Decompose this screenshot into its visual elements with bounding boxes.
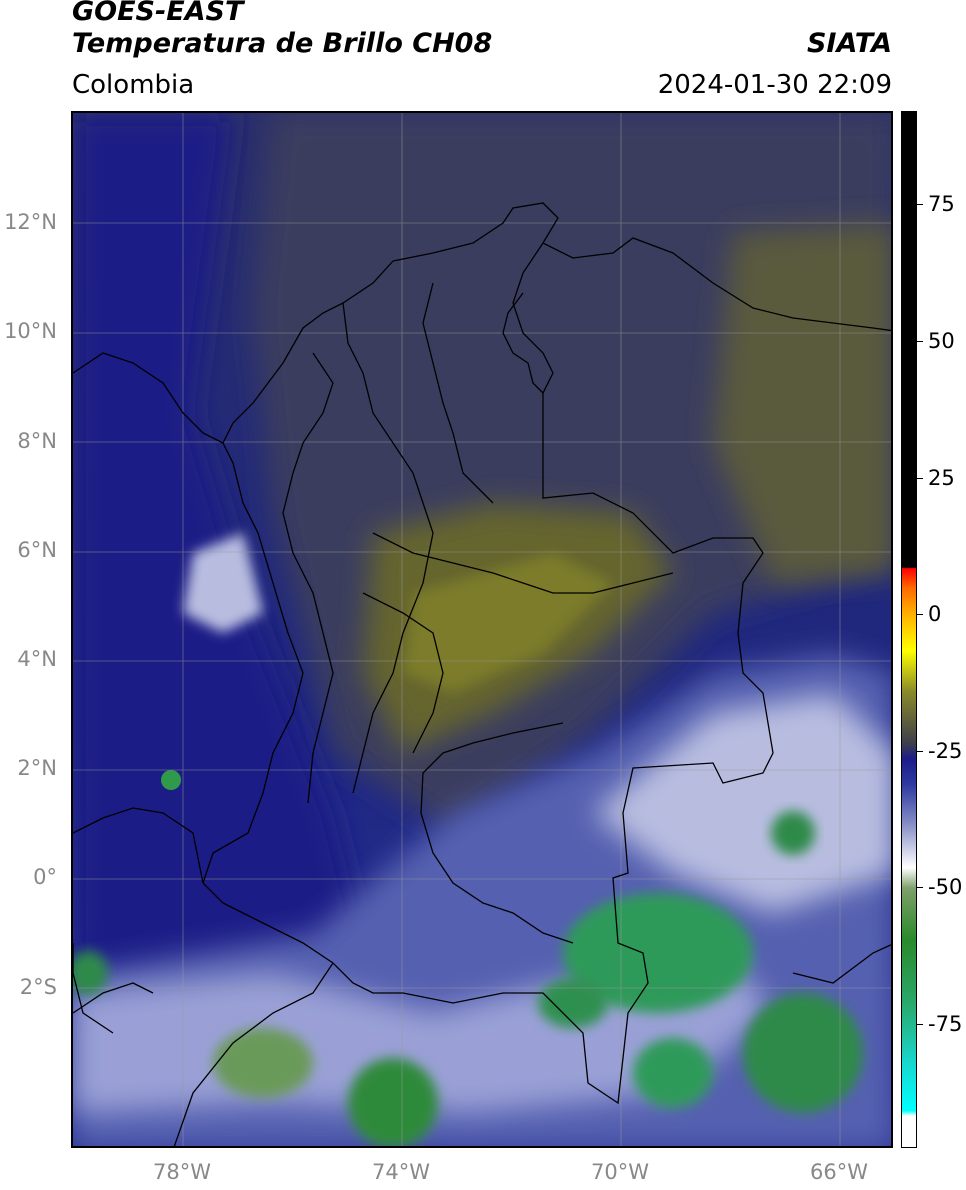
temperature-colorbar: [901, 111, 917, 1148]
colorbar-tick: [917, 887, 923, 888]
satellite-map[interactable]: [71, 111, 893, 1148]
lat-label-6n: 6°N: [17, 538, 57, 562]
colorbar-tick: [917, 478, 923, 479]
colorbar-label-0: 0: [928, 602, 942, 626]
colorbar-tick: [917, 751, 923, 752]
colorbar-tick: [917, 614, 923, 615]
lat-label-8n: 8°N: [17, 429, 57, 453]
colorbar-label-25: 25: [928, 466, 955, 490]
lon-label-70w: 70°W: [591, 1160, 649, 1184]
map-imagery: [73, 113, 891, 1146]
lat-label-4n: 4°N: [17, 647, 57, 671]
colorbar-tick: [917, 341, 923, 342]
lat-label-10n: 10°N: [4, 319, 57, 343]
source-label: SIATA: [806, 28, 892, 59]
colorbar-label-minus75: -75: [928, 1012, 963, 1036]
title-product: Temperatura de Brillo CH08: [72, 28, 493, 59]
lat-label-0: 0°: [33, 865, 57, 889]
lat-label-2n: 2°N: [17, 756, 57, 780]
lat-label-12n: 12°N: [4, 210, 57, 234]
colorbar-label-minus25: -25: [928, 739, 963, 763]
datetime-label: 2024-01-30 22:09: [657, 70, 892, 100]
lon-label-74w: 74°W: [372, 1160, 430, 1184]
colorbar-tick: [917, 204, 923, 205]
lat-label-2s: 2°S: [19, 975, 57, 999]
region-label: Colombia: [72, 70, 195, 100]
colorbar-label-50: 50: [928, 329, 955, 353]
lon-label-78w: 78°W: [153, 1160, 211, 1184]
title-satellite: GOES-EAST: [72, 0, 244, 27]
colorbar-tick: [917, 1024, 923, 1025]
colorbar-label-75: 75: [928, 192, 955, 216]
lon-label-66w: 66°W: [810, 1160, 868, 1184]
colorbar-label-minus50: -50: [928, 875, 963, 899]
